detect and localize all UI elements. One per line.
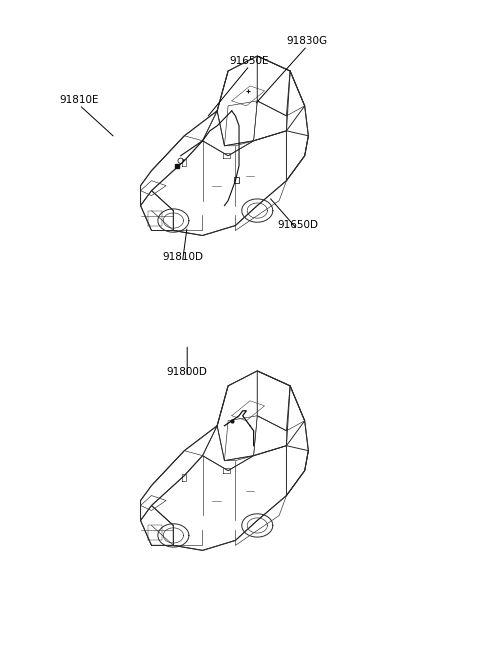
Text: 91800D: 91800D	[167, 367, 208, 377]
Text: 91650D: 91650D	[277, 220, 318, 230]
Text: 91810D: 91810D	[162, 253, 203, 262]
Text: 91810E: 91810E	[60, 95, 99, 105]
Text: 91650E: 91650E	[230, 56, 269, 66]
Text: 91830G: 91830G	[287, 36, 328, 46]
